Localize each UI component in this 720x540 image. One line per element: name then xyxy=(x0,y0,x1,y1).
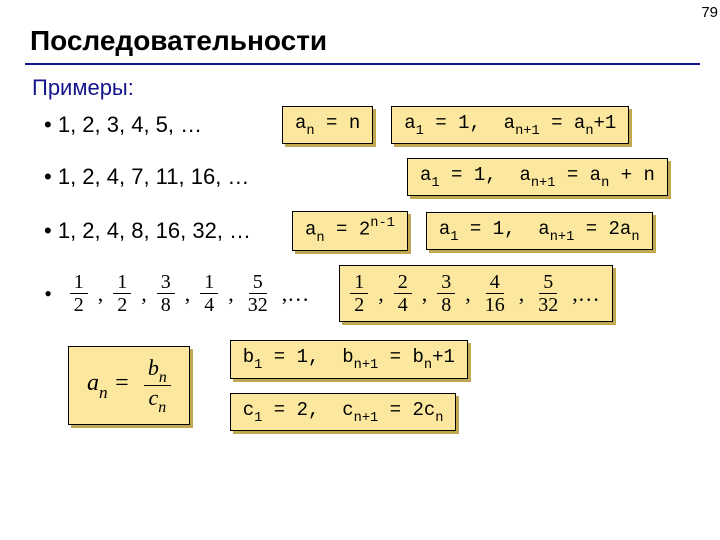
slide-title: Последовательности xyxy=(0,0,720,63)
page-number: 79 xyxy=(701,4,718,21)
bc-formulas-stack: b1 = 1, bn+1 = bn+1 c1 = 2, cn+1 = 2cn xyxy=(230,340,468,431)
fractions-reduced: 12, 12, 38, 14, 532,… xyxy=(32,272,311,315)
formula-b: b1 = 1, bn+1 = bn+1 xyxy=(230,340,468,379)
examples-label: Примеры: xyxy=(32,75,700,101)
sequence-3: 1, 2, 4, 8, 16, 32, … xyxy=(32,218,274,244)
formula-recur-2: a1 = 1, an+1 = an + n xyxy=(407,158,668,197)
formula-general-3: an = 2n-1 xyxy=(292,211,408,251)
formula-c: c1 = 2, cn+1 = 2cn xyxy=(230,393,457,432)
example-row-1: 1, 2, 3, 4, 5, … an = n a1 = 1, an+1 = a… xyxy=(32,103,700,147)
example-row-3: 1, 2, 4, 8, 16, 32, … an = 2n-1 a1 = 1, … xyxy=(32,209,700,253)
example-row-4: 12, 12, 38, 14, 532,… 12, 24, 38, 416, 5… xyxy=(32,265,700,322)
fractions-expanded-box: 12, 24, 38, 416, 532,… xyxy=(339,265,613,322)
sequence-2: 1, 2, 4, 7, 11, 16, … xyxy=(32,164,389,190)
bullet-4 xyxy=(44,281,62,307)
content-area: Примеры: 1, 2, 3, 4, 5, … an = n a1 = 1,… xyxy=(0,65,720,431)
formula-an-eq-bn-over-cn: an = bn cn xyxy=(68,346,190,425)
formula-recur-3: a1 = 1, an+1 = 2an xyxy=(426,212,653,251)
fractions-expanded: 12, 24, 38, 416, 532,… xyxy=(350,272,602,315)
bottom-block: an = bn cn b1 = 1, bn+1 = bn+1 c1 = 2, c… xyxy=(32,340,700,431)
formula-recur-1: a1 = 1, an+1 = an+1 xyxy=(391,106,629,145)
formula-general-1: an = n xyxy=(282,106,373,145)
example-row-2: 1, 2, 4, 7, 11, 16, … a1 = 1, an+1 = an … xyxy=(32,155,700,199)
sequence-1: 1, 2, 3, 4, 5, … xyxy=(32,112,264,138)
